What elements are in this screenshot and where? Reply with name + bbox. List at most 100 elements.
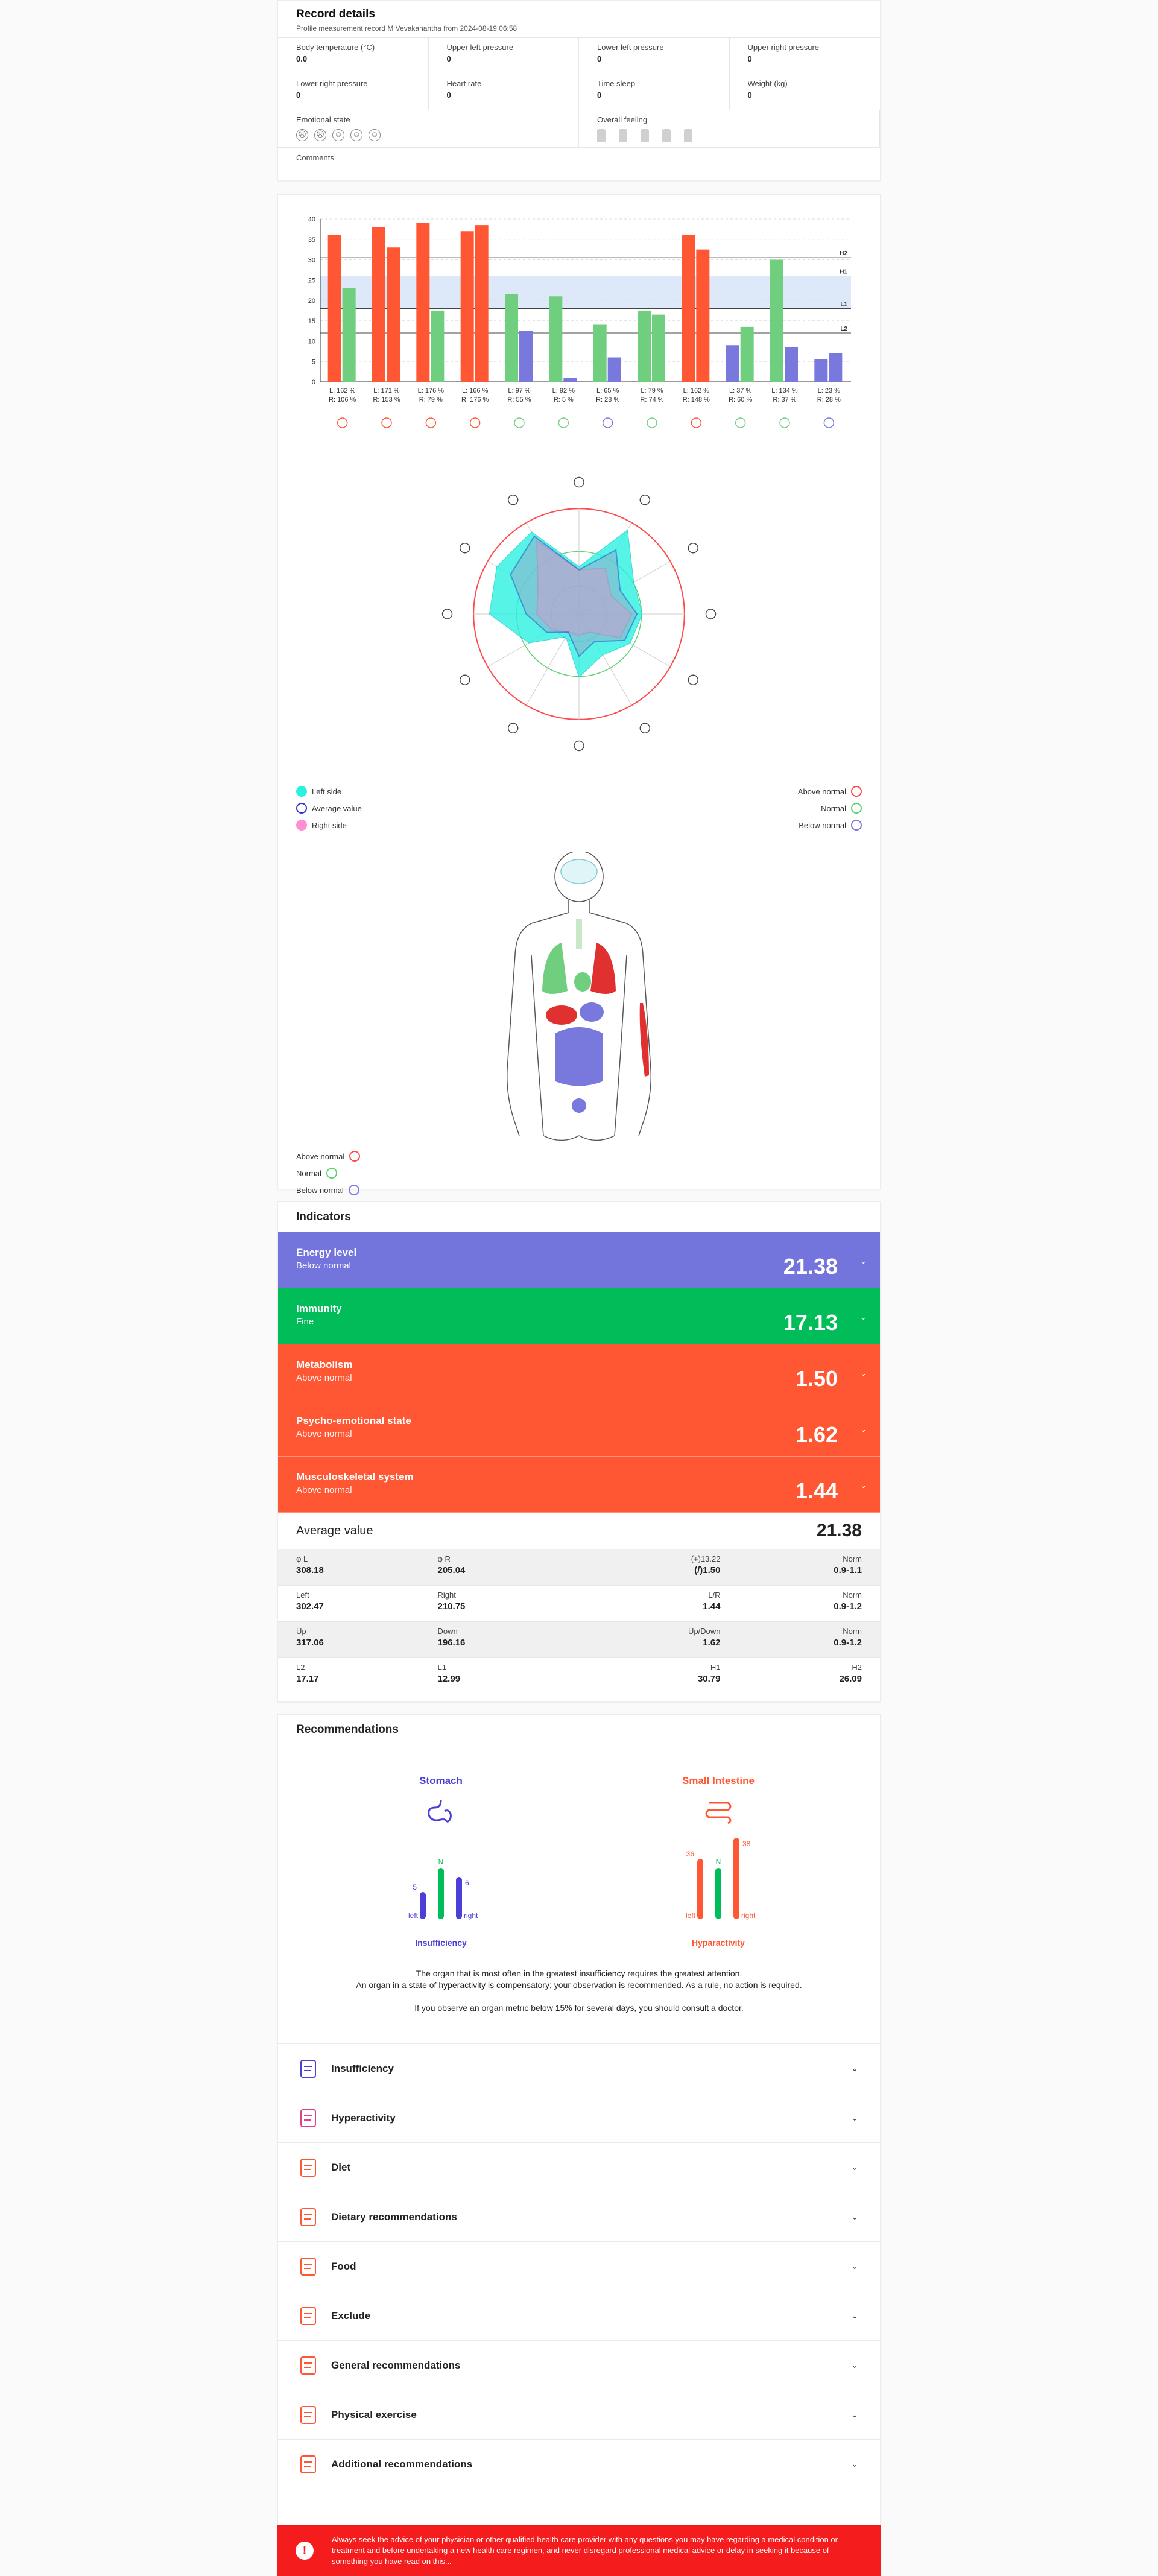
metric-key: φ R <box>437 1554 451 1563</box>
field-value: 0 <box>747 90 752 100</box>
organ-icon <box>735 417 746 428</box>
chevron-down-icon[interactable]: ⌄ <box>851 2360 858 2370</box>
accordion-item-general-recommendations[interactable]: General recommendations ⌄ <box>278 2340 880 2390</box>
metric-cell: φ L 308.18 <box>296 1554 438 1580</box>
level-bar <box>420 1892 426 1919</box>
indicator-row[interactable]: Metabolism Above normal 1.50 ⌄ <box>278 1344 880 1400</box>
accordion-item-exclude[interactable]: Exclude ⌄ <box>278 2291 880 2340</box>
battery-level-1-icon[interactable] <box>597 129 606 142</box>
record-title: Record details <box>296 8 375 21</box>
legend-above-label: Above normal <box>797 786 846 796</box>
organ-stomach: Stomach 5 N 6 left right Insufficiency <box>356 1775 525 1948</box>
bar <box>342 288 356 382</box>
field-weight: Weight (kg) 0 <box>729 74 880 110</box>
radar-legend-right: Above normal Normal Below normal <box>798 783 862 834</box>
metric-key: Up/Down <box>688 1627 721 1636</box>
indicator-row[interactable]: Immunity Fine 17.13 ⌄ <box>278 1288 880 1344</box>
legend-above-normal: Above normal <box>798 783 862 800</box>
warning-icon: ! <box>296 2542 314 2560</box>
indicator-row[interactable]: Energy level Below normal 21.38 ⌄ <box>278 1232 880 1288</box>
x-tick-label-right: R: 79 % <box>419 396 443 403</box>
metric-value: 317.06 <box>296 1638 324 1648</box>
field-lower-right-pressure: Lower right pressure 0 <box>278 74 429 110</box>
chevron-down-icon[interactable]: ⌄ <box>860 1256 867 1265</box>
chevron-down-icon[interactable]: ⌄ <box>851 2162 858 2172</box>
overall-feeling-label: Overall feeling <box>597 115 648 124</box>
indicator-row[interactable]: Psycho-emotional state Above normal 1.62 ⌄ <box>278 1400 880 1457</box>
accordion-label: Insufficiency <box>331 2062 394 2074</box>
chevron-down-icon[interactable]: ⌄ <box>860 1369 867 1378</box>
smiley-very-happy-icon[interactable]: ☺ <box>369 129 381 141</box>
bar <box>770 259 783 382</box>
note-consult-doctor: If you observe an organ metric below 15%… <box>414 2003 744 2013</box>
accordion-item-physical-exercise[interactable]: Physical exercise ⌄ <box>278 2390 880 2439</box>
indicator-status: Below normal <box>296 1261 351 1271</box>
chevron-down-icon[interactable]: ⌄ <box>851 2459 858 2469</box>
metric-key: Right <box>437 1590 456 1600</box>
field-value: 0 <box>597 54 602 63</box>
accordion-item-insufficiency[interactable]: Insufficiency ⌄ <box>278 2043 880 2093</box>
legend-right-side: Right side <box>296 817 362 834</box>
battery-level-2-icon[interactable] <box>619 129 627 142</box>
bar <box>431 310 445 382</box>
chevron-down-icon[interactable]: ⌄ <box>860 1425 867 1434</box>
bar <box>814 359 828 382</box>
smiley-very-sad-icon[interactable]: ☹ <box>296 129 308 141</box>
chevron-down-icon[interactable]: ⌄ <box>860 1481 867 1490</box>
organ-icon <box>647 417 657 428</box>
x-tick-label-right: R: 28 % <box>596 396 619 403</box>
average-value-row: Average value 21.38 <box>278 1513 880 1549</box>
smiley-happy-icon[interactable]: ☺ <box>350 129 362 141</box>
smiley-sad-icon[interactable]: ☹ <box>314 129 326 141</box>
level-left-label: left <box>408 1911 419 1920</box>
chevron-down-icon[interactable]: ⌄ <box>851 2113 858 2122</box>
y-tick-label: 40 <box>308 216 315 223</box>
battery-level-4-icon[interactable] <box>662 129 671 142</box>
metric-cell: H1 30.79 <box>579 1663 721 1689</box>
bar <box>652 314 665 382</box>
normal-range-band <box>320 276 851 309</box>
liver-icon <box>546 1005 577 1025</box>
disclaimer-text: Always seek the advice of your physician… <box>332 2535 838 2566</box>
y-tick-label: 10 <box>308 338 315 346</box>
indicator-row[interactable]: Musculoskeletal system Above normal 1.44 ⌄ <box>278 1457 880 1513</box>
metric-value: 0.9-1.1 <box>834 1565 862 1575</box>
smiley-neutral-icon[interactable]: ☺ <box>332 129 344 141</box>
chevron-down-icon[interactable]: ⌄ <box>851 2311 858 2320</box>
food-icon <box>300 2257 316 2276</box>
radar-organ-icon <box>460 674 470 685</box>
fork-spoon-icon <box>300 2158 316 2177</box>
chevron-down-icon[interactable]: ⌄ <box>860 1312 867 1321</box>
x-tick-label-left: L: 134 % <box>771 387 798 394</box>
metric-key: Up <box>296 1627 306 1636</box>
accordion-item-diet[interactable]: Diet ⌄ <box>278 2142 880 2192</box>
organ-bar-chart: 0 5 10 15 20 25 30 35 40 H2 H1 L1 L2 L: 162 % R: 106 %… <box>308 216 851 428</box>
radar-organ-icon <box>574 740 584 752</box>
medical-disclaimer-banner: ! Always seek the advice of your physici… <box>277 2525 881 2576</box>
chevron-down-icon[interactable]: ⌄ <box>851 2410 858 2419</box>
x-tick-label-right: R: 55 % <box>507 396 531 403</box>
field-value: 0 <box>296 90 301 100</box>
metric-value: 1.44 <box>703 1601 721 1612</box>
level-bar <box>733 1838 739 1919</box>
chevron-down-icon[interactable]: ⌄ <box>851 2261 858 2271</box>
accordion-item-hyperactivity[interactable]: Hyperactivity ⌄ <box>278 2093 880 2142</box>
radar-legend-left: Left side Average value Right side <box>296 783 362 834</box>
x-tick-label-right: R: 176 % <box>461 396 489 403</box>
chevron-down-icon[interactable]: ⌄ <box>851 2212 858 2221</box>
accordion-item-dietary-recommendations[interactable]: Dietary recommendations ⌄ <box>278 2192 880 2241</box>
accordion-item-food[interactable]: Food ⌄ <box>278 2241 880 2291</box>
organ-icon <box>691 417 702 428</box>
bar <box>740 326 754 382</box>
chevron-down-icon[interactable]: ⌄ <box>851 2063 858 2073</box>
battery-level-3-icon[interactable] <box>641 129 649 142</box>
recommendation-notes: The organ that is most often in the grea… <box>278 1968 880 2014</box>
battery-level-5-icon[interactable] <box>684 129 692 142</box>
accordion-item-additional-recommendations[interactable]: Additional recommendations ⌄ <box>278 2439 880 2489</box>
organ-small-intestine: Small Intestine 36 N 38 left right Hyparacti… <box>634 1775 803 1948</box>
reference-label-L1: L1 <box>840 302 847 308</box>
metric-value: (/)1.50 <box>694 1565 721 1575</box>
indicator-status: Above normal <box>296 1485 352 1495</box>
field-upper-right-pressure: Upper right pressure 0 <box>729 38 880 74</box>
radar-organ-icon <box>508 495 519 505</box>
